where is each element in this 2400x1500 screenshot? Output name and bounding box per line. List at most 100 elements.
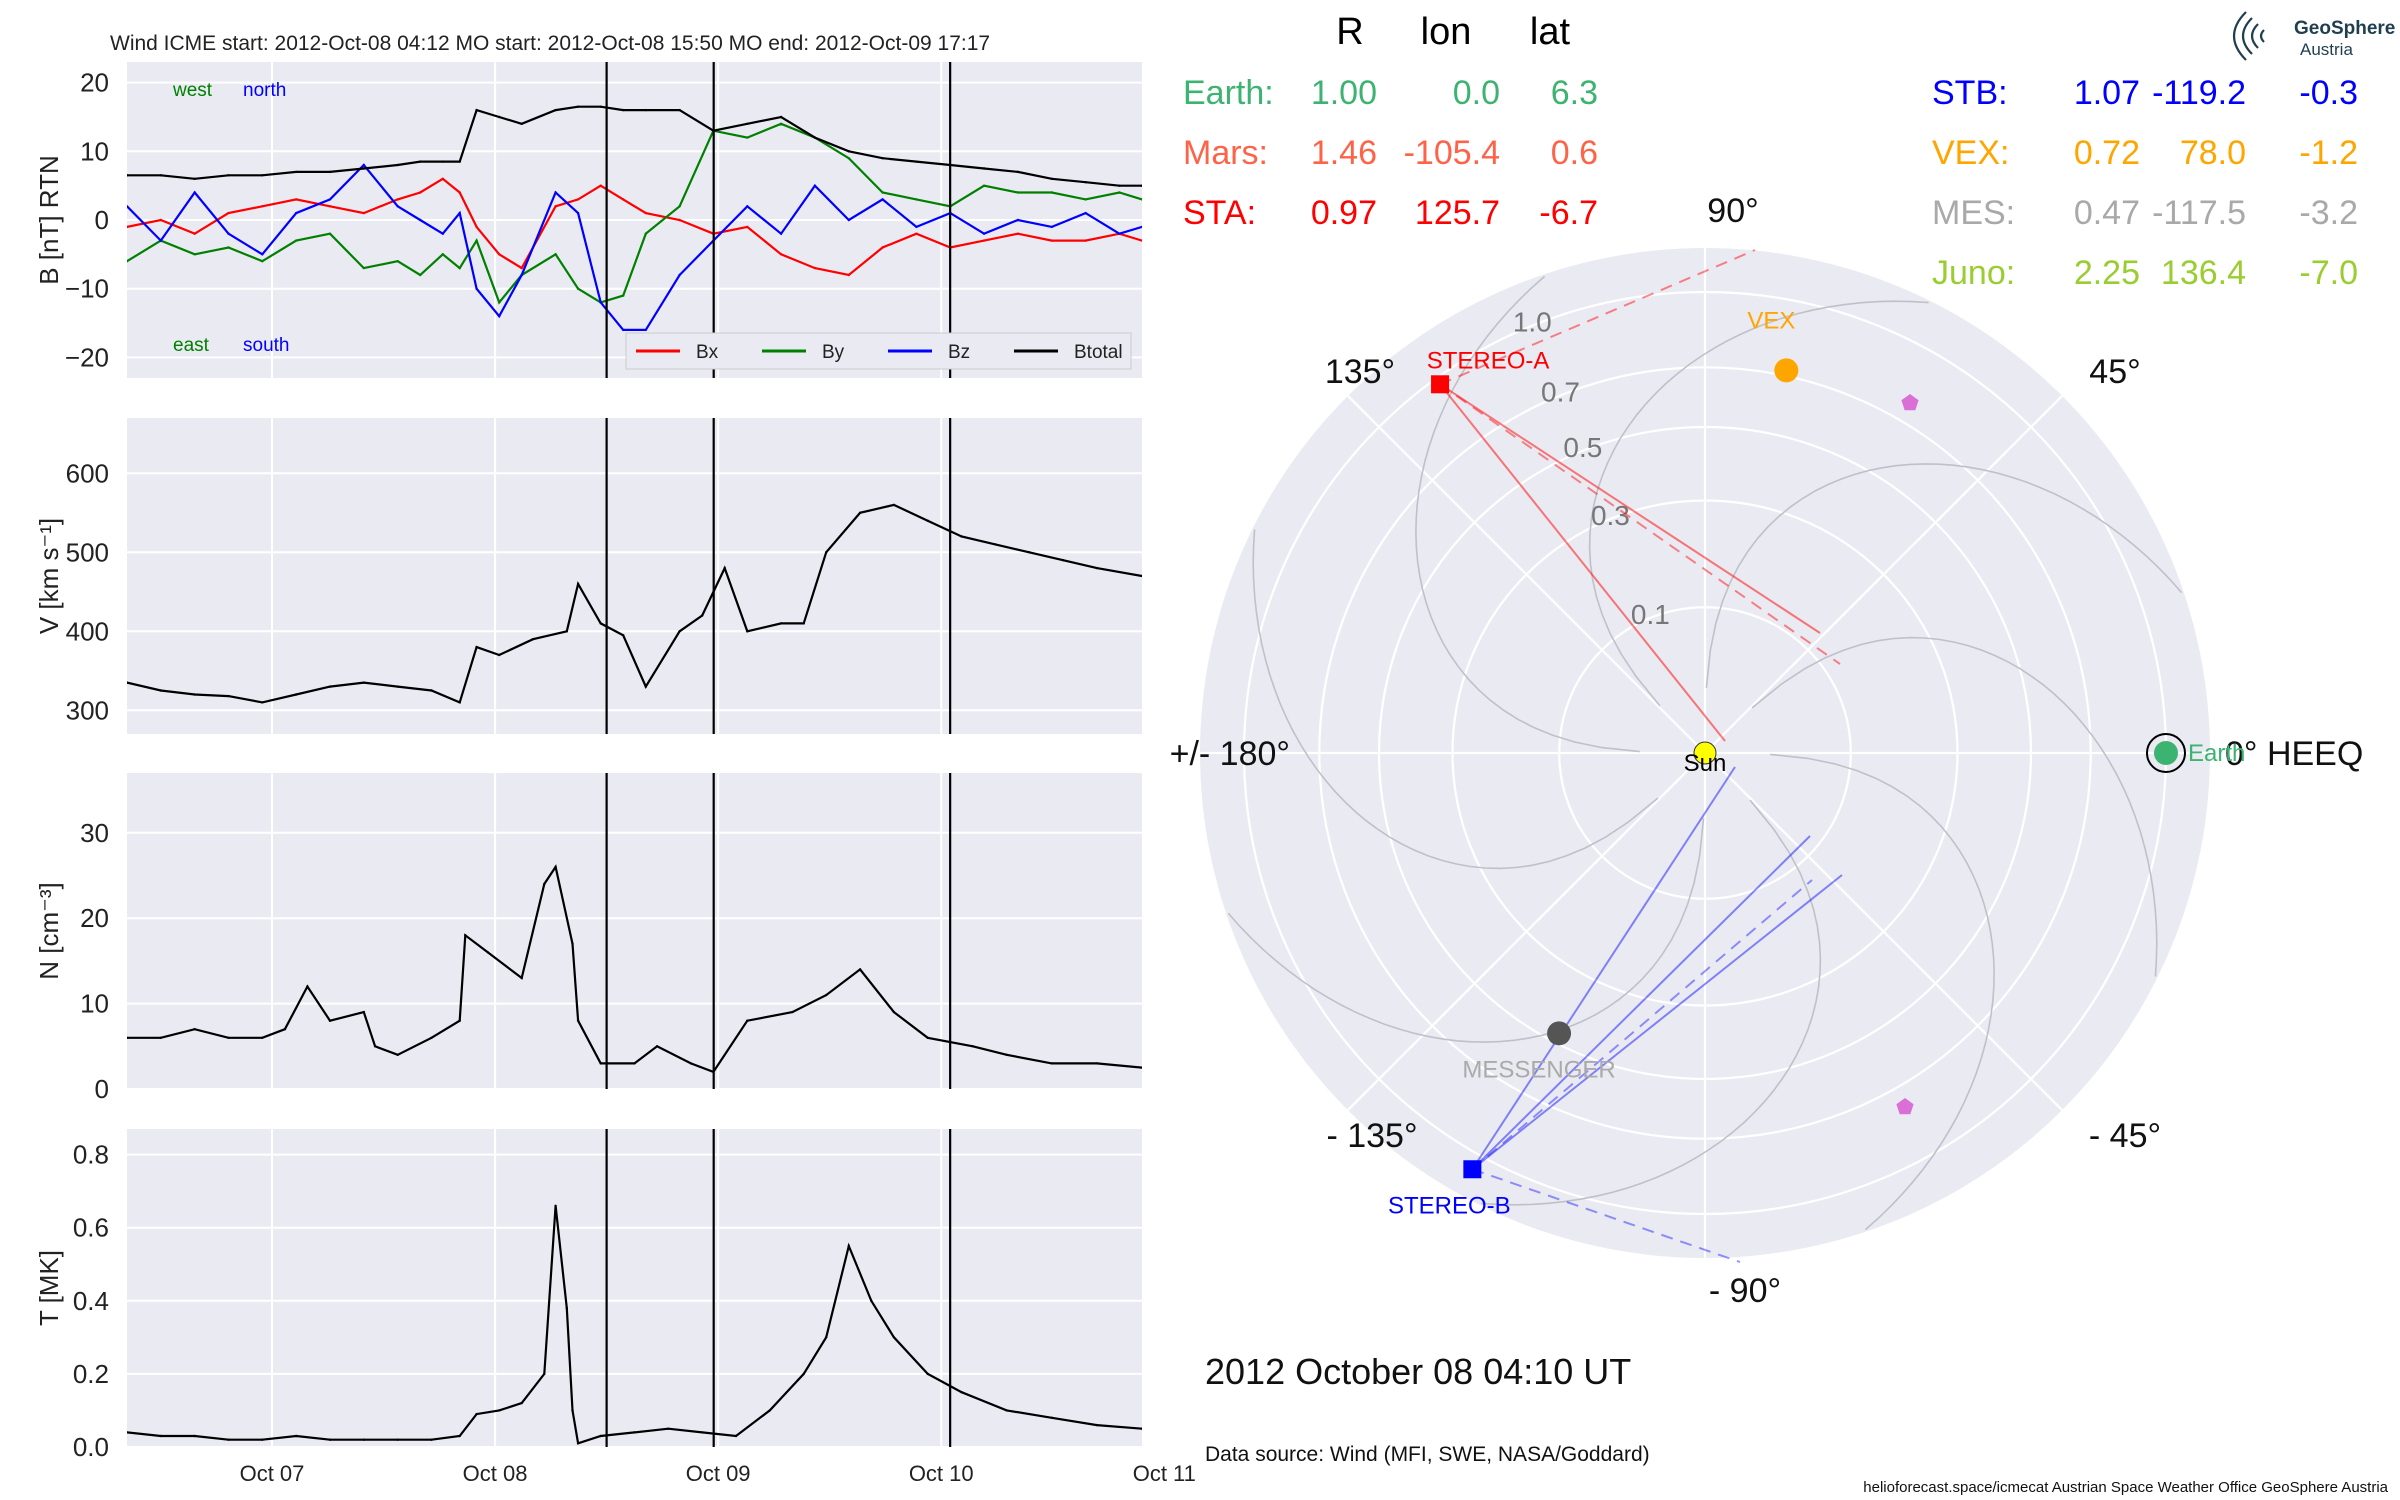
data-point-bx bbox=[193, 232, 196, 235]
data-point-v bbox=[430, 689, 433, 692]
data-point-by bbox=[498, 301, 501, 304]
parker-spiral bbox=[1415, 275, 1640, 753]
data-point-bx bbox=[915, 232, 918, 235]
position-lat: 0.6 bbox=[1551, 134, 1598, 172]
data-point-btotal bbox=[1118, 184, 1121, 187]
position-name: STB: bbox=[1932, 74, 2008, 112]
data-point-by bbox=[678, 205, 681, 208]
data-point-bx bbox=[813, 266, 817, 270]
data-point-n bbox=[328, 1019, 332, 1022]
x-tick-label: Oct 08 bbox=[463, 1461, 528, 1486]
data-point-n bbox=[373, 1045, 377, 1048]
data-point-btotal bbox=[475, 108, 478, 112]
data-point-by bbox=[915, 198, 918, 201]
data-point-by bbox=[847, 157, 850, 160]
data-point-n bbox=[127, 1036, 129, 1039]
logo-sub: Austria bbox=[2300, 40, 2353, 59]
header-r: R bbox=[1336, 11, 1363, 53]
position-name: Earth: bbox=[1183, 74, 1274, 112]
fov-line-dashed bbox=[1439, 249, 1756, 386]
data-point-n bbox=[576, 1019, 580, 1022]
data-point-t bbox=[295, 1434, 298, 1438]
data-point-bz bbox=[746, 205, 749, 208]
data-point-n bbox=[1140, 1066, 1142, 1069]
position-r: 1.00 bbox=[1311, 74, 1377, 112]
data-point-bz bbox=[458, 211, 461, 215]
data-point-by bbox=[1084, 198, 1087, 201]
data-point-t bbox=[127, 1431, 129, 1434]
y-tick-label: −10 bbox=[65, 274, 109, 304]
position-r: 1.46 bbox=[1311, 134, 1377, 172]
data-point-v bbox=[193, 693, 196, 696]
data-point-n bbox=[554, 865, 557, 869]
parker-spiral bbox=[1770, 753, 1995, 1231]
data-point-t bbox=[498, 1409, 501, 1412]
data-point-bx bbox=[622, 198, 625, 201]
position-lat: -1.2 bbox=[2299, 134, 2358, 172]
data-point-n bbox=[746, 1019, 749, 1022]
data-point-bz bbox=[1140, 225, 1142, 229]
position-r: 1.07 bbox=[2074, 74, 2140, 112]
legend: Bx By Bz Btotal bbox=[625, 332, 1132, 370]
data-point-n bbox=[571, 942, 574, 945]
position-table: R lon lat Earth: 1.00 0.0 6.3 Mars: 1.46 -105.… bbox=[1183, 11, 2358, 292]
data-point-btotal bbox=[261, 174, 264, 177]
data-point-by bbox=[362, 266, 365, 270]
position-name: VEX: bbox=[1932, 134, 2009, 172]
sun-marker bbox=[1693, 741, 1717, 765]
y-tick-label: 10 bbox=[80, 989, 109, 1019]
data-point-v bbox=[458, 701, 461, 704]
data-point-v bbox=[1061, 559, 1065, 562]
data-point-btotal bbox=[982, 167, 986, 170]
data-point-by bbox=[622, 294, 625, 297]
data-point-by bbox=[644, 232, 647, 235]
data-point-by bbox=[576, 287, 580, 290]
y-axis-label: B [nT] RTN bbox=[34, 155, 64, 285]
data-point-btotal bbox=[1050, 177, 1054, 180]
data-point-v bbox=[802, 622, 805, 625]
data-point-bz bbox=[295, 211, 298, 215]
data-point-btotal bbox=[1084, 181, 1087, 184]
legend-label-btotal: Btotal bbox=[1074, 342, 1123, 363]
data-point-t bbox=[825, 1336, 828, 1339]
radial-label: 1.0 bbox=[1513, 307, 1552, 338]
data-point-t bbox=[193, 1434, 196, 1438]
data-point-btotal bbox=[458, 160, 461, 163]
data-point-n bbox=[486, 951, 490, 954]
data-point-v bbox=[261, 701, 264, 704]
stereo-b-marker bbox=[1463, 1160, 1482, 1179]
data-point-bz bbox=[554, 191, 557, 194]
pentagon-marker bbox=[1901, 394, 1919, 411]
data-point-bz bbox=[475, 287, 478, 290]
data-point-bz bbox=[127, 205, 129, 208]
y-tick-label: 0 bbox=[95, 205, 109, 235]
data-point-v bbox=[362, 681, 365, 684]
data-point-bz bbox=[159, 239, 162, 242]
data-point-btotal bbox=[779, 115, 783, 119]
data-point-bx bbox=[295, 198, 298, 201]
data-point-t bbox=[1140, 1427, 1142, 1430]
data-point-t bbox=[633, 1431, 636, 1434]
data-point-v bbox=[701, 614, 704, 617]
data-point-n bbox=[193, 1028, 196, 1031]
data-point-bz bbox=[599, 301, 602, 304]
angle-label: - 90° bbox=[1709, 1272, 1781, 1310]
data-point-bz bbox=[1050, 225, 1054, 229]
legend-box bbox=[625, 332, 1132, 370]
data-point-v bbox=[159, 689, 162, 692]
data-point-t bbox=[847, 1244, 850, 1248]
y-tick-label: 0.8 bbox=[73, 1140, 109, 1170]
position-lat: -7.0 bbox=[2299, 254, 2358, 292]
data-point-n bbox=[159, 1036, 162, 1040]
data-point-btotal bbox=[915, 160, 918, 163]
data-point-bx bbox=[1050, 239, 1054, 242]
header-lon: lon bbox=[1421, 11, 1472, 53]
data-point-bz bbox=[779, 232, 783, 235]
data-point-by bbox=[295, 239, 298, 242]
position-lon: -105.4 bbox=[1404, 134, 1500, 172]
position-lat: -3.2 bbox=[2299, 194, 2358, 232]
panel-background bbox=[127, 1129, 1142, 1447]
data-point-v bbox=[622, 634, 625, 637]
